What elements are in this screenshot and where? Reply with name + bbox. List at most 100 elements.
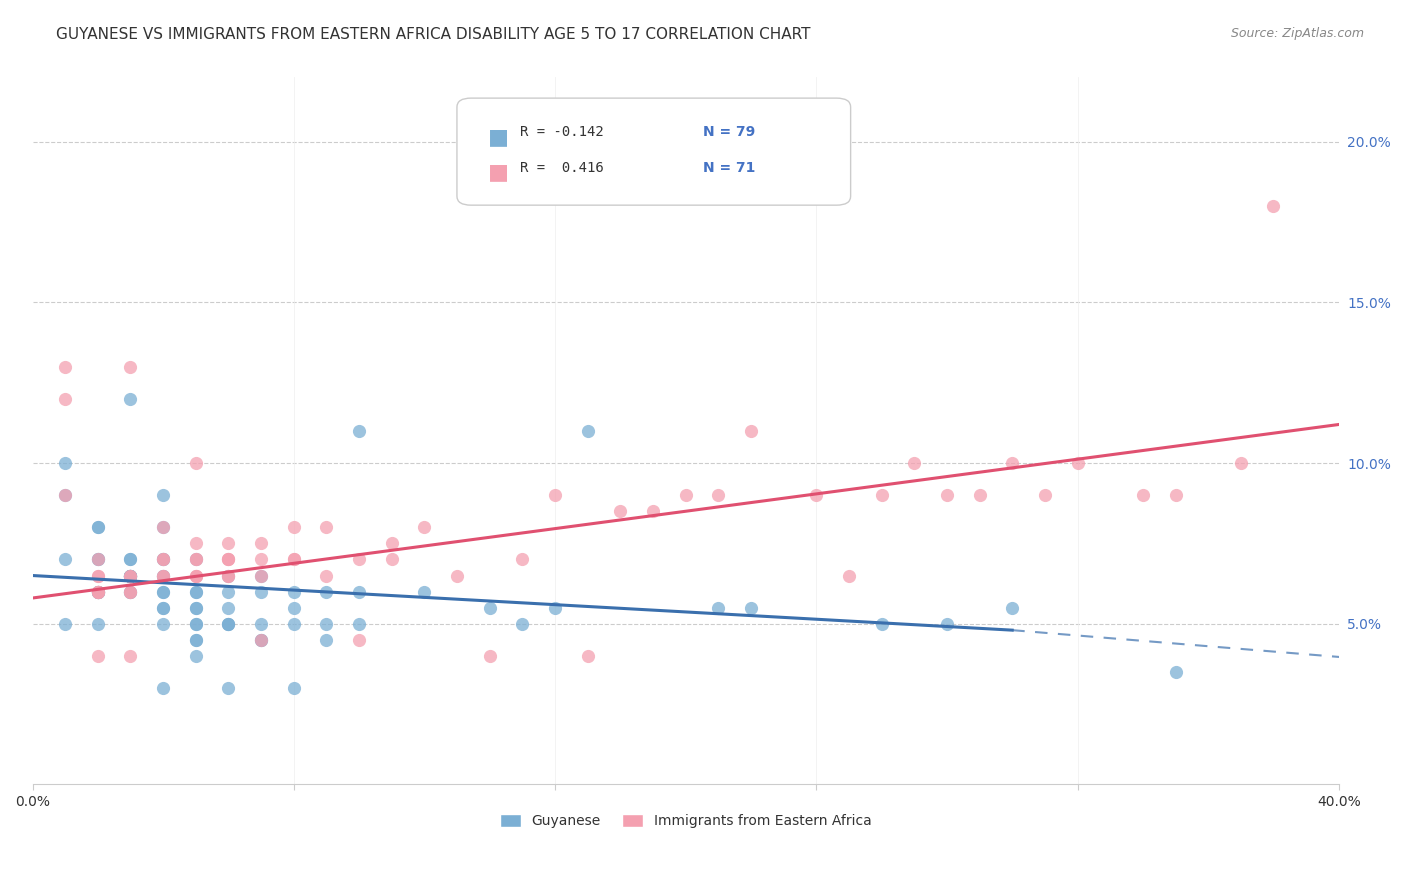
Point	[315, 616, 337, 631]
Point	[381, 536, 404, 550]
Point	[217, 536, 239, 550]
Text: Source: ZipAtlas.com: Source: ZipAtlas.com	[1230, 27, 1364, 40]
Point	[609, 504, 631, 518]
Point	[152, 520, 174, 534]
Point	[1263, 199, 1285, 213]
Point	[87, 552, 110, 566]
Point	[87, 584, 110, 599]
Point	[381, 552, 404, 566]
Point	[315, 632, 337, 647]
Point	[87, 584, 110, 599]
Point	[1033, 488, 1056, 502]
Point	[740, 600, 762, 615]
Point	[413, 584, 436, 599]
Point	[707, 600, 730, 615]
Point	[53, 488, 76, 502]
Point	[87, 568, 110, 582]
Point	[53, 392, 76, 406]
Point	[217, 568, 239, 582]
Point	[152, 568, 174, 582]
Point	[152, 584, 174, 599]
Point	[1132, 488, 1154, 502]
Point	[87, 616, 110, 631]
Point	[53, 616, 76, 631]
Point	[283, 584, 305, 599]
Point	[87, 584, 110, 599]
Point	[1230, 456, 1253, 470]
Point	[184, 568, 207, 582]
Point	[184, 616, 207, 631]
Point	[250, 584, 273, 599]
Text: R = -0.142: R = -0.142	[520, 125, 605, 139]
Text: GUYANESE VS IMMIGRANTS FROM EASTERN AFRICA DISABILITY AGE 5 TO 17 CORRELATION CH: GUYANESE VS IMMIGRANTS FROM EASTERN AFRI…	[56, 27, 811, 42]
Text: N = 71: N = 71	[703, 161, 755, 175]
Point	[87, 568, 110, 582]
Point	[478, 600, 501, 615]
Point	[87, 520, 110, 534]
Point	[250, 552, 273, 566]
Point	[250, 536, 273, 550]
Point	[935, 616, 957, 631]
Point	[1001, 600, 1024, 615]
Point	[120, 584, 142, 599]
Point	[184, 456, 207, 470]
Point	[184, 552, 207, 566]
Point	[184, 600, 207, 615]
Point	[217, 616, 239, 631]
Point	[512, 552, 534, 566]
Point	[152, 520, 174, 534]
Point	[250, 632, 273, 647]
Text: N = 79: N = 79	[703, 125, 755, 139]
Point	[87, 584, 110, 599]
Text: ■: ■	[488, 162, 509, 182]
Point	[87, 584, 110, 599]
Point	[120, 552, 142, 566]
Point	[120, 359, 142, 374]
Point	[87, 648, 110, 663]
Point	[152, 568, 174, 582]
Point	[120, 568, 142, 582]
Point	[120, 584, 142, 599]
Point	[53, 552, 76, 566]
Point	[152, 552, 174, 566]
Point	[675, 488, 697, 502]
Point	[347, 584, 370, 599]
Point	[120, 568, 142, 582]
Point	[152, 600, 174, 615]
Point	[184, 536, 207, 550]
Point	[120, 584, 142, 599]
Point	[217, 616, 239, 631]
Point	[217, 552, 239, 566]
Point	[120, 584, 142, 599]
Point	[87, 584, 110, 599]
Point	[250, 568, 273, 582]
Text: R =  0.416: R = 0.416	[520, 161, 605, 175]
Point	[544, 600, 567, 615]
Point	[870, 616, 893, 631]
Point	[152, 568, 174, 582]
Point	[806, 488, 828, 502]
Point	[87, 584, 110, 599]
Point	[184, 552, 207, 566]
Point	[152, 552, 174, 566]
Legend: Guyanese, Immigrants from Eastern Africa: Guyanese, Immigrants from Eastern Africa	[495, 809, 877, 834]
Point	[217, 584, 239, 599]
Point	[283, 600, 305, 615]
Point	[347, 552, 370, 566]
Point	[838, 568, 860, 582]
Point	[315, 520, 337, 534]
Point	[217, 568, 239, 582]
Point	[184, 616, 207, 631]
Point	[184, 584, 207, 599]
Point	[707, 488, 730, 502]
Point	[283, 552, 305, 566]
Point	[250, 616, 273, 631]
Point	[250, 632, 273, 647]
Point	[969, 488, 991, 502]
Point	[184, 584, 207, 599]
Point	[152, 584, 174, 599]
Point	[283, 552, 305, 566]
Point	[413, 520, 436, 534]
Point	[53, 488, 76, 502]
Point	[120, 568, 142, 582]
